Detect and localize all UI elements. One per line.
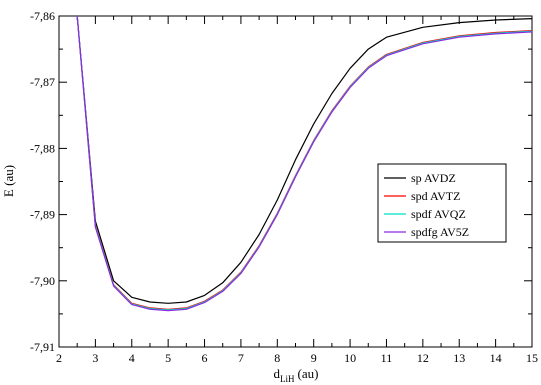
y-tick-label: -7,91 — [30, 340, 55, 354]
x-tick-label: 5 — [165, 351, 171, 365]
x-tick-label: 8 — [274, 351, 280, 365]
legend-label: spd AVTZ — [411, 189, 460, 203]
x-tick-label: 14 — [490, 351, 502, 365]
y-tick-label: -7,90 — [30, 274, 55, 288]
legend: sp AVDZ spd AVTZ spdf AVQZ spdfg AV5Z — [377, 163, 507, 243]
x-axis-label: dLiH (au) — [274, 366, 319, 384]
legend-box — [377, 163, 507, 243]
series-line-spd-avtz — [76, 15, 533, 310]
x-tick-label: 3 — [92, 351, 98, 365]
legend-label: sp AVDZ — [411, 171, 456, 185]
x-axis-label-subscript: LiH — [280, 374, 295, 384]
series-line-spdf-avqz — [76, 15, 533, 311]
x-tick-label: 6 — [202, 351, 208, 365]
x-axis-ticks: 2 3 4 5 6 7 8 9 10 11 12 13 14 15 — [56, 16, 538, 365]
x-tick-label: 4 — [129, 351, 135, 365]
series-line-spdfg-av5z — [76, 15, 533, 312]
x-tick-label: 13 — [453, 351, 465, 365]
legend-label: spdfg AV5Z — [411, 225, 469, 239]
x-axis-label-main: d — [274, 366, 281, 381]
y-tick-label: -7,86 — [30, 9, 55, 23]
series-line-sp-avdz — [76, 15, 533, 304]
x-tick-label: 9 — [311, 351, 317, 365]
y-axis-ticks: -7,86 -7,87 -7,88 -7,89 -7,90 -7,91 — [30, 9, 532, 354]
series-lines — [76, 15, 533, 312]
y-tick-label: -7,87 — [30, 75, 55, 89]
y-tick-label: -7,89 — [30, 208, 55, 222]
x-tick-label: 2 — [56, 351, 62, 365]
x-axis-label-unit: (au) — [298, 366, 319, 381]
legend-label: spdf AVQZ — [411, 207, 466, 221]
x-tick-label: 15 — [526, 351, 538, 365]
x-tick-label: 10 — [344, 351, 356, 365]
y-tick-label: -7,88 — [30, 141, 55, 155]
y-axis-label: E (au) — [1, 165, 16, 197]
x-tick-label: 11 — [381, 351, 393, 365]
x-tick-label: 12 — [417, 351, 429, 365]
x-tick-label: 7 — [238, 351, 244, 365]
